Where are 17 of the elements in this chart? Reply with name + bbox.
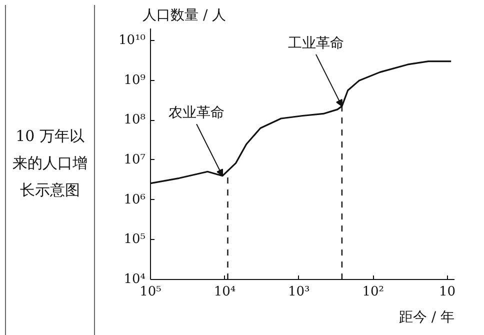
x-tick-label: 10	[439, 284, 456, 300]
x-tick-label: 10⁴	[214, 284, 236, 300]
x-tick-label: 10⁵	[140, 284, 162, 300]
y-tick-label: 10⁹	[124, 72, 146, 88]
y-tick-label: 10⁶	[124, 192, 146, 208]
x-tick-label: 10²	[362, 284, 384, 300]
y-tick-label: 10⁵	[124, 232, 146, 248]
x-axis-title: 距今 / 年	[398, 310, 455, 326]
text: 10 万年以来的人口增长示意图	[12, 126, 88, 201]
y-tick-label: 10⁷	[124, 152, 146, 168]
y-tick-label: 10⁸	[124, 112, 146, 128]
y-tick-label: 10¹⁰	[118, 32, 146, 48]
y-tick-label: 10⁴	[124, 272, 146, 287]
annotation: 工业革命	[288, 35, 344, 52]
x-tick-label: 10³	[288, 284, 310, 300]
annotation: 农业革命	[168, 105, 225, 122]
y-axis-title: 人口数量 / 人	[142, 8, 226, 24]
